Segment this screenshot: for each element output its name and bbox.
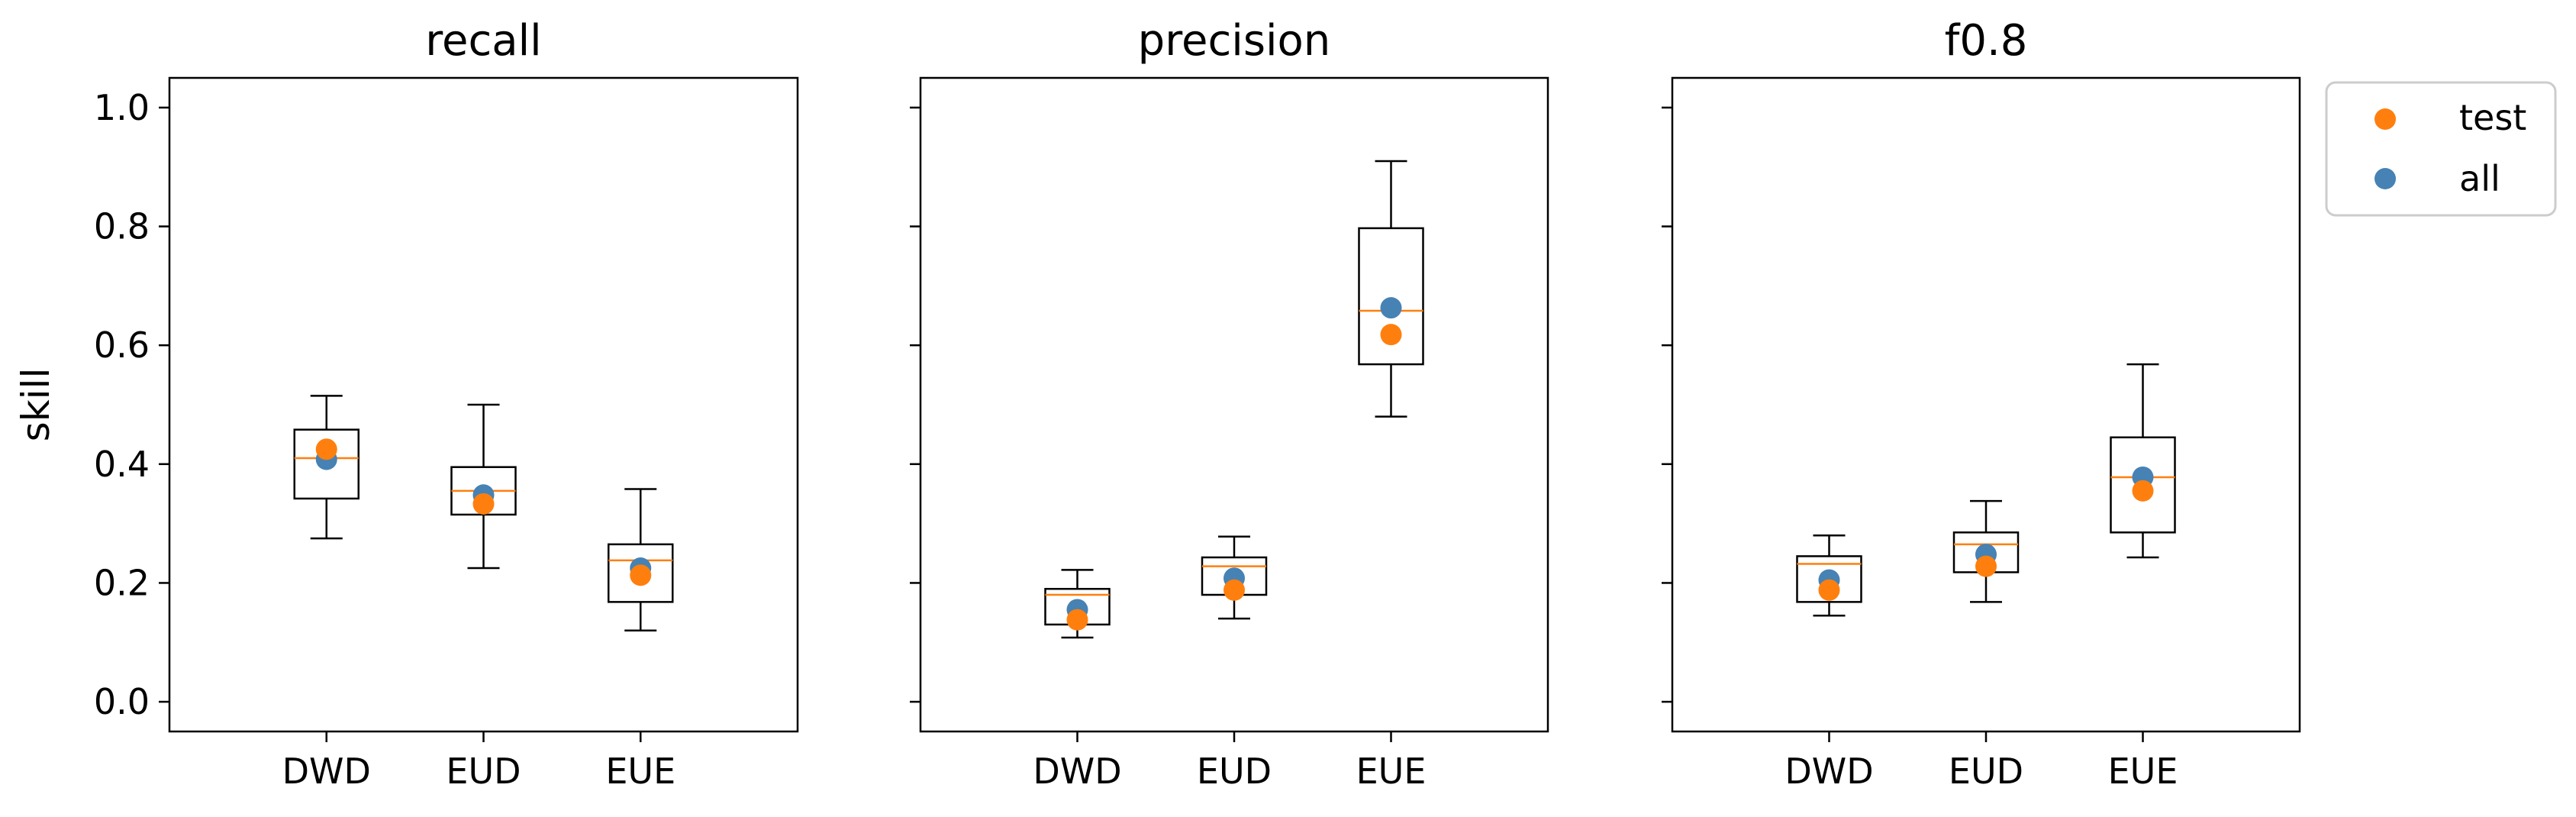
panel-f0-8-point-test-dwd xyxy=(1818,579,1840,601)
panel-precision-title: precision xyxy=(1138,16,1331,66)
panel-recall-ytick-label: 0.4 xyxy=(94,444,150,485)
panel-recall-ytick-label: 0.0 xyxy=(94,681,150,722)
legend-label-test: test xyxy=(2459,97,2526,138)
iqr-box xyxy=(1358,227,1424,366)
iqr-box xyxy=(2110,436,2176,534)
panel-precision-point-all-eue xyxy=(1380,297,1402,319)
panel-f0-8-xtick-label: DWD xyxy=(1785,751,1873,792)
panel-precision-xtick-label: DWD xyxy=(1033,751,1121,792)
panel-recall-xtick-label: DWD xyxy=(282,751,371,792)
panel-f0-8: DWD EUD EUE f0.8 xyxy=(1662,16,2301,792)
panel-f0-8-frame xyxy=(1671,76,2301,733)
panel-recall-ytick-label: 0.6 xyxy=(94,325,150,366)
panel-precision-frame xyxy=(919,76,1549,733)
panel-recall-ytick-label: 0.2 xyxy=(94,562,150,603)
panel-precision-box-eue xyxy=(1358,160,1424,418)
panel-recall: 0.0 0.2 0.4 0.6 0.8 1.0 DWD EUD EUE recall skill xyxy=(14,16,799,792)
panel-f0-8-xtick-label: EUD xyxy=(1949,751,2023,792)
panel-f0-8-title: f0.8 xyxy=(1945,16,2028,66)
panel-recall-xtick-label: EUE xyxy=(605,751,675,792)
panel-recall-xtick-label: EUD xyxy=(446,751,521,792)
legend-marker-test xyxy=(2374,108,2396,130)
panel-f0-8-box-eue xyxy=(2110,363,2176,559)
panels: 0.0 0.2 0.4 0.6 0.8 1.0 DWD EUD EUE recall skill DW… xyxy=(14,16,2301,792)
panel-f0-8-point-test-eud xyxy=(1975,555,1997,577)
legend: test all xyxy=(2325,81,2557,217)
panel-precision-box-dwd xyxy=(1044,569,1111,639)
panel-recall-ytick-label: 1.0 xyxy=(94,87,150,128)
panel-recall-point-test-eue xyxy=(630,564,652,586)
panel-recall-ylabel: skill xyxy=(14,368,58,442)
panel-f0-8-box-dwd xyxy=(1796,534,1862,617)
panel-f0-8-point-test-eue xyxy=(2132,480,2154,502)
panel-precision-point-test-eud xyxy=(1224,579,1245,601)
panel-recall-frame xyxy=(168,76,799,733)
panel-recall-title: recall xyxy=(425,16,541,66)
panel-precision-xtick-label: EUD xyxy=(1197,751,1272,792)
panel-recall-point-test-dwd xyxy=(315,438,337,460)
panel-recall-point-test-eud xyxy=(472,492,495,515)
iqr-box xyxy=(1796,555,1862,603)
legend-marker-all xyxy=(2374,168,2396,189)
iqr-box xyxy=(608,543,674,603)
panel-precision-xtick-label: EUE xyxy=(1356,751,1427,792)
panel-f0-8-xtick-label: EUE xyxy=(2108,751,2178,792)
legend-label-all: all xyxy=(2459,158,2500,199)
panel-precision: DWD EUD EUE precision xyxy=(910,16,1549,792)
panel-precision-point-test-dwd xyxy=(1066,609,1088,631)
iqr-box xyxy=(293,428,359,500)
panel-recall-ytick-label: 0.8 xyxy=(94,206,150,247)
panel-precision-point-test-eue xyxy=(1380,324,1402,346)
panel-recall-box-eue xyxy=(608,488,674,631)
